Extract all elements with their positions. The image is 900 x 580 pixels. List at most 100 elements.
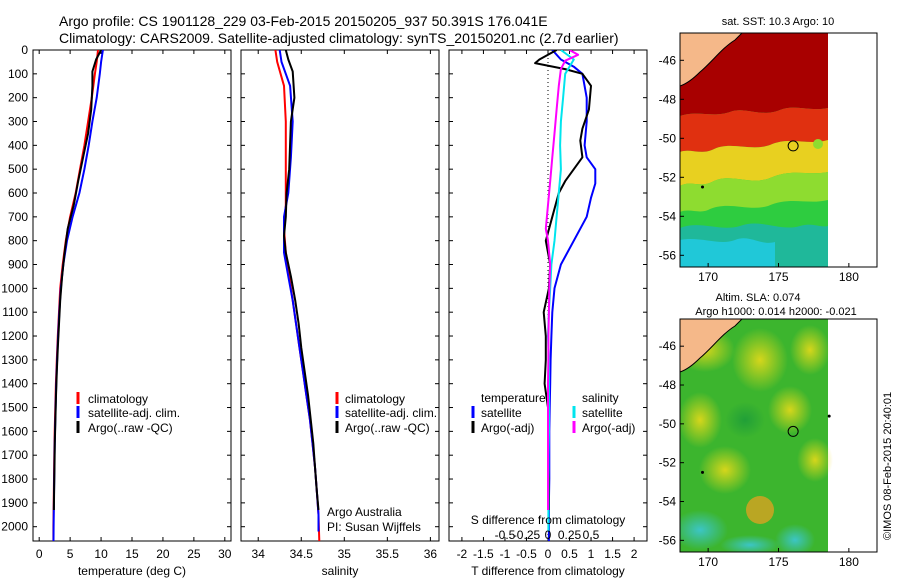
depth-tick-label: 700 — [8, 210, 28, 224]
map-x-tick: 175 — [768, 270, 788, 284]
legend-difference: temperature salinity satellite Argo(-adj… — [471, 391, 635, 435]
depth-tick-label: 1400 — [1, 377, 28, 391]
legend-label-sal-argo: Argo(-adj) — [582, 421, 635, 435]
x-tick-label: 35.5 — [376, 547, 400, 561]
map-y-tick: -54 — [659, 495, 677, 509]
x-tick-label: 1 — [588, 547, 595, 561]
map-y-tick: -50 — [659, 131, 677, 145]
depth-tick-label: 1600 — [1, 424, 28, 438]
x-tick-label: 0 — [545, 547, 552, 561]
depth-ticks: 0 100 200 300 400 500 600 700 800 900 1000 1100 1200… — [1, 43, 647, 534]
s-tick-label: -0.25 — [513, 528, 541, 542]
legend-temperature: climatology satellite-adj. clim. Argo(..… — [76, 392, 180, 435]
argo-location-marker — [787, 425, 799, 437]
map-y-tick: -50 — [659, 417, 677, 431]
legend-label-temp-argo: Argo(-adj) — [481, 421, 534, 435]
map-x-tick: 170 — [698, 270, 718, 284]
s-tick-label: -0.5 — [495, 528, 516, 542]
legend-label-climatology: climatology — [345, 392, 405, 406]
temperature-axis-label: temperature (deg C) — [78, 564, 186, 578]
legend-salinity: climatology satellite-adj. clim. Argo(..… — [335, 392, 437, 435]
x-tick-label: 0.5 — [561, 547, 578, 561]
depth-tick-label: 800 — [8, 234, 28, 248]
depth-tick-label: 400 — [8, 138, 28, 152]
legend-label-climatology: climatology — [88, 392, 148, 406]
depth-tick-label: 300 — [8, 115, 28, 129]
temperature-panel — [32, 49, 232, 542]
depth-tick-label: 500 — [8, 162, 28, 176]
depth-tick-label: 1100 — [2, 305, 28, 319]
salinity-axis-label: salinity — [322, 564, 359, 578]
s-difference-axis-label: S difference from climatology — [471, 513, 626, 527]
depth-tick-label: 0 — [21, 43, 28, 57]
x-tick-label: 25 — [187, 547, 201, 561]
salinity-panel — [240, 49, 440, 542]
x-tick-label: 5 — [67, 547, 74, 561]
legend-title-salinity: salinity — [582, 391, 619, 405]
depth-tick-label: 1900 — [1, 496, 28, 510]
sla-map-subtitle: Argo h1000: 0.014 h2000: -0.021 — [695, 306, 856, 318]
map-y-tick: -48 — [659, 378, 677, 392]
x-tick-label: 1.5 — [604, 547, 621, 561]
map-x-tick: 175 — [768, 555, 788, 569]
s-difference-ticks: -0.5-0.25 0 0.25 0.5 — [495, 528, 600, 542]
map-dot — [701, 470, 705, 474]
legend-label-argo: Argo(..raw -QC) — [88, 421, 173, 435]
credit-line1: Argo Australia — [327, 505, 402, 519]
map-y-tick: -46 — [659, 339, 677, 353]
x-ticks: 0 5 10 15 20 25 30 34 34.5 35 35.5 36 -2 -1.5 -1 -0.5 0 0… — [36, 50, 638, 561]
depth-tick-label: 600 — [8, 186, 28, 200]
x-tick-label: -2 — [457, 547, 468, 561]
series-line-0-2 — [52, 50, 102, 511]
sst-map-ticks: 170 175 180 -46 -48 -50 -52 -54 -56 — [659, 53, 860, 284]
legend-label-satellite: satellite-adj. clim. — [88, 406, 180, 420]
x-tick-label: -1 — [500, 547, 511, 561]
argo-location-marker — [787, 140, 799, 152]
x-tick-label: 36 — [424, 547, 438, 561]
x-tick-label: 34.5 — [290, 547, 314, 561]
depth-tick-label: 900 — [8, 258, 28, 272]
sla-map — [680, 319, 877, 552]
legend-label-argo: Argo(..raw -QC) — [345, 421, 430, 435]
legend-title-temperature: temperature — [481, 391, 546, 405]
s-tick-label: 0 — [545, 528, 552, 542]
imos-stamp: ©IMOS 08-Feb-2015 20:40:01 — [882, 392, 894, 540]
map-dot — [701, 185, 705, 189]
temperature-series — [52, 50, 104, 541]
sst-map-title: sat. SST: 10.3 Argo: 10 — [722, 16, 835, 28]
map-x-tick: 180 — [839, 555, 859, 569]
series-line-2-3 — [544, 50, 580, 510]
sla-map-ticks: 170 175 180 -46 -48 -50 -52 -54 -56 — [659, 339, 860, 569]
x-tick-label: 0 — [36, 547, 43, 561]
s-tick-label: 0.25 — [558, 528, 582, 542]
credit-line2: PI: Susan Wijffels — [327, 520, 421, 534]
map-y-tick: -52 — [659, 170, 677, 184]
x-tick-label: 20 — [156, 547, 170, 561]
map-y-tick: -56 — [659, 533, 677, 547]
map-y-tick: -54 — [659, 209, 677, 223]
depth-tick-label: 200 — [8, 91, 28, 105]
figure-title-line2: Climatology: CARS2009. Satellite-adjuste… — [59, 30, 619, 46]
legend-label-temp-satellite: satellite — [481, 406, 522, 420]
x-tick-label: -0.5 — [516, 547, 537, 561]
sla-map-title: Altim. SLA: 0.074 — [716, 292, 801, 304]
map-x-tick: 180 — [839, 270, 859, 284]
x-tick-label: 10 — [94, 547, 108, 561]
x-tick-label: 34 — [252, 547, 266, 561]
map-y-tick: -46 — [659, 53, 677, 67]
map-y-tick: -52 — [659, 456, 677, 470]
depth-tick-label: 1000 — [1, 281, 28, 295]
s-tick-label: 0.5 — [583, 528, 600, 542]
salinity-series — [274, 50, 321, 541]
depth-tick-label: 1800 — [1, 472, 28, 486]
depth-tick-label: 100 — [8, 67, 28, 81]
x-tick-label: 35 — [338, 547, 352, 561]
x-tick-label: 15 — [125, 547, 139, 561]
depth-tick-label: 1700 — [1, 448, 28, 462]
sst-map — [680, 33, 877, 267]
depth-tick-label: 2000 — [1, 520, 28, 534]
depth-tick-label: 1200 — [1, 329, 28, 343]
difference-series — [534, 50, 597, 541]
map-y-tick: -56 — [659, 248, 677, 262]
